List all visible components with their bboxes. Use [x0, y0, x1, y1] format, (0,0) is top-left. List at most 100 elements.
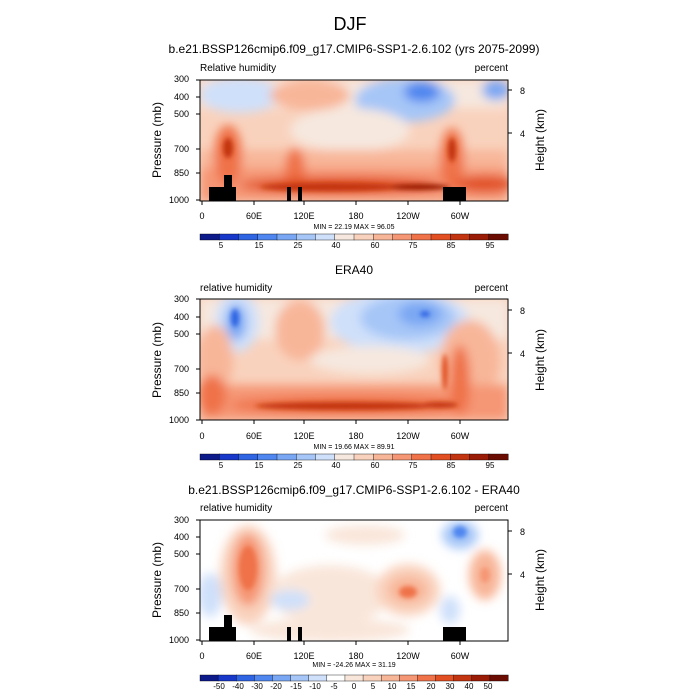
colorbar-swatch — [411, 233, 432, 241]
y-tick-label-right: 8 — [520, 86, 525, 96]
y-tick-label: 850 — [174, 168, 189, 178]
colorbar-swatch — [315, 233, 336, 241]
colorbar-swatch — [217, 674, 237, 682]
colorbar-label: 15 — [255, 461, 264, 470]
y-tick-label: 400 — [174, 312, 189, 322]
colorbar-swatch — [199, 453, 220, 461]
colorbar-labels: 5 15 25 40 60 75 85 95 — [219, 241, 495, 250]
x-tick-label: 120W — [396, 431, 420, 441]
units-label: percent — [475, 283, 509, 294]
colorbar-label: 60 — [371, 241, 380, 250]
colorbar-swatch — [417, 674, 437, 682]
x-tick-label: 120E — [293, 651, 314, 661]
colorbar-swatch — [272, 674, 292, 682]
colorbar-swatch — [219, 233, 239, 241]
colorbar-swatch — [257, 453, 278, 461]
colorbar-label: 25 — [294, 461, 303, 470]
colorbar-swatch — [334, 453, 355, 461]
colorbar-swatch — [373, 233, 393, 241]
panel-era40: ERA40 relative humidity percent — [150, 263, 547, 470]
colorbar — [199, 233, 509, 241]
colorbar-label: 5 — [219, 241, 224, 250]
colorbar-label: 30 — [446, 682, 455, 691]
variable-label: relative humidity — [200, 503, 272, 514]
plot-frame — [199, 519, 509, 642]
colorbar-label: 60 — [371, 461, 380, 470]
panel-title: b.e21.BSSP126cmip6.f09_g17.CMIP6-SSP1-2.… — [169, 42, 540, 56]
colorbar-swatch — [373, 453, 393, 461]
colorbar-swatch — [450, 233, 470, 241]
y-tick-label-right: 8 — [520, 527, 525, 537]
colorbar-label: -30 — [251, 682, 263, 691]
colorbar-label: -40 — [232, 682, 244, 691]
x-tick-label: 120E — [293, 211, 314, 221]
x-tick-label: 60E — [246, 211, 262, 221]
x-tick-label: 60E — [246, 651, 262, 661]
colorbar-swatch — [488, 453, 509, 461]
colorbar-swatch — [362, 674, 382, 682]
colorbar-swatch — [344, 674, 364, 682]
y-axis-label-right: Height (km) — [533, 549, 547, 611]
colorbar-swatch — [236, 674, 255, 682]
colorbar-swatch — [199, 674, 219, 682]
colorbar-swatch — [435, 674, 455, 682]
colorbar-swatch — [430, 233, 451, 241]
panel-title: ERA40 — [335, 263, 373, 277]
x-tick-label: 180 — [348, 431, 363, 441]
colorbar-swatch — [450, 453, 470, 461]
x-tick-label: 180 — [348, 211, 363, 221]
colorbar-labels: 5 15 25 40 60 75 85 95 — [219, 461, 495, 470]
y-axis-label: Pressure (mb) — [150, 102, 164, 178]
y-tick-label: 300 — [174, 294, 189, 304]
colorbar-swatch — [296, 453, 316, 461]
y-tick-label: 850 — [174, 608, 189, 618]
colorbar-label: 95 — [486, 241, 495, 250]
colorbar-swatch — [276, 453, 297, 461]
colorbar-label: 85 — [447, 241, 456, 250]
variable-label: relative humidity — [200, 283, 272, 294]
x-tick-label: 120W — [396, 651, 420, 661]
colorbar-swatch — [219, 453, 239, 461]
colorbar-label: 10 — [388, 682, 397, 691]
colorbar-label: 40 — [332, 461, 341, 470]
colorbar-label: 50 — [484, 682, 493, 691]
contour-field — [200, 80, 508, 201]
colorbar-label: 40 — [465, 682, 474, 691]
y-axis-label: Pressure (mb) — [150, 542, 164, 618]
min-max-label: MIN = 22.19 MAX = 96.05 — [314, 224, 395, 231]
y-tick-label-right: 4 — [520, 570, 525, 580]
panel-title: b.e21.BSSP126cmip6.f09_g17.CMIP6-SSP1-2.… — [188, 483, 520, 497]
y-tick-label: 1000 — [169, 195, 189, 205]
page-title: DJF — [334, 14, 367, 34]
colorbar-swatch — [488, 233, 509, 241]
y-tick-label: 300 — [174, 74, 189, 84]
units-label: percent — [475, 503, 509, 514]
colorbar-label: 5 — [371, 682, 376, 691]
y-tick-label: 700 — [174, 364, 189, 374]
colorbar-swatch — [392, 453, 413, 461]
y-tick-label: 1000 — [169, 415, 189, 425]
y-tick-label: 300 — [174, 515, 189, 525]
min-max-label: MIN = 19.66 MAX = 89.91 — [314, 444, 395, 451]
y-tick-label: 1000 — [169, 635, 189, 645]
colorbar-label: 15 — [407, 682, 416, 691]
colorbar-swatch — [238, 453, 259, 461]
y-tick-label: 500 — [174, 109, 189, 119]
x-tick-label: 0 — [199, 651, 204, 661]
y-tick-label: 400 — [174, 532, 189, 542]
colorbar-label: 15 — [255, 241, 264, 250]
colorbar-swatch — [469, 233, 490, 241]
colorbar-swatch — [471, 674, 491, 682]
contour-field — [200, 520, 508, 641]
colorbar-label: -50 — [213, 682, 225, 691]
colorbar-label: 75 — [409, 241, 418, 250]
colorbar-swatch — [353, 233, 374, 241]
units-label: percent — [475, 63, 509, 74]
topography-mask — [209, 615, 466, 641]
colorbar-label: 5 — [219, 461, 224, 470]
x-tick-label: 60W — [451, 651, 470, 661]
colorbar-swatch — [392, 233, 413, 241]
colorbar-swatch — [238, 233, 259, 241]
y-tick-label-right: 8 — [520, 306, 525, 316]
